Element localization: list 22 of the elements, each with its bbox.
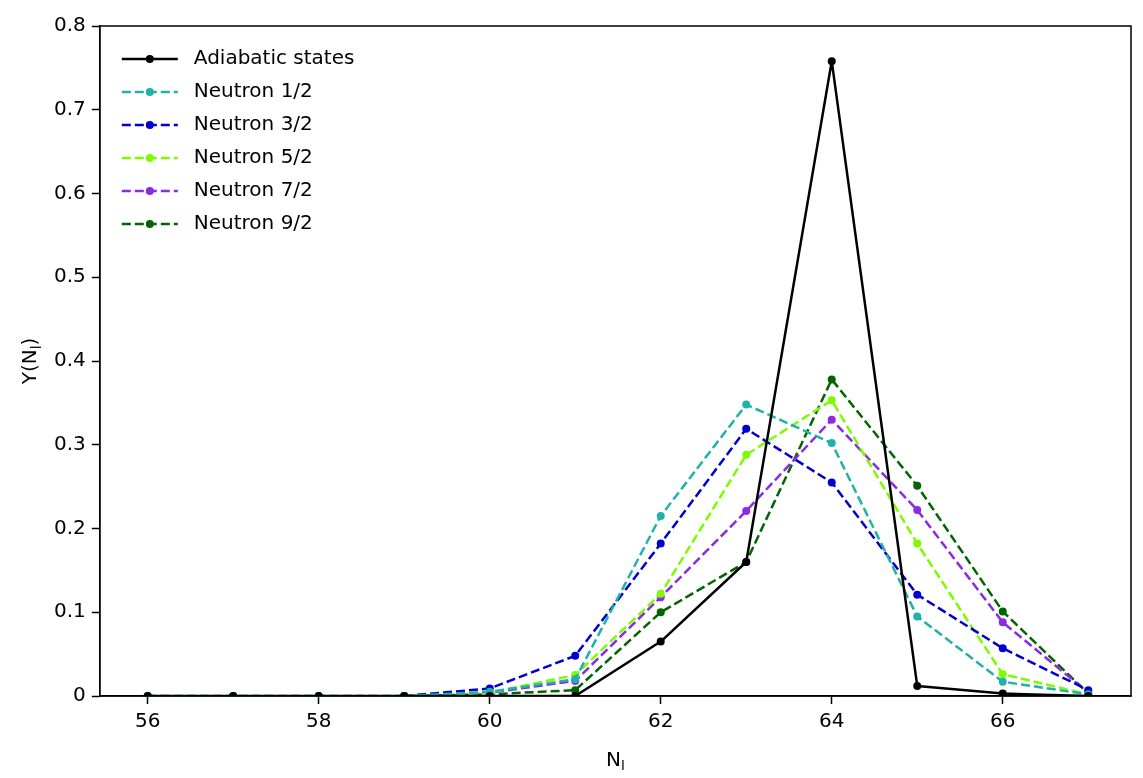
legend-label: Neutron 3/2 bbox=[193, 111, 313, 136]
y-tick-label: 0.6 bbox=[53, 179, 86, 204]
x-tick-label: 58 bbox=[305, 708, 332, 733]
legend-label: Neutron 1/2 bbox=[193, 78, 313, 103]
y-tick-label: 0.8 bbox=[53, 12, 86, 37]
legend-label: Neutron 9/2 bbox=[193, 210, 313, 235]
legend-label: Adiabatic states bbox=[193, 45, 355, 70]
y-tick-label: 0.1 bbox=[53, 598, 86, 623]
y-tick-label: 0.5 bbox=[53, 263, 86, 288]
x-tick-label: 56 bbox=[134, 708, 161, 733]
legend-label: Neutron 7/2 bbox=[193, 177, 313, 202]
x-tick-label: 64 bbox=[819, 708, 845, 733]
y-tick-label: 0.7 bbox=[53, 95, 86, 120]
y-axis-title: Y(Nl) bbox=[17, 337, 44, 386]
y-tick-label: 0 bbox=[73, 682, 86, 707]
y-tick-label: 0.3 bbox=[53, 430, 86, 455]
y-tick-label: 0.4 bbox=[53, 347, 86, 372]
y-tick-label: 0.2 bbox=[53, 514, 86, 539]
legend-label: Neutron 5/2 bbox=[193, 144, 313, 169]
x-tick-label: 60 bbox=[476, 708, 503, 733]
x-tick-label: 62 bbox=[647, 708, 674, 733]
x-tick-label: 66 bbox=[990, 708, 1016, 733]
